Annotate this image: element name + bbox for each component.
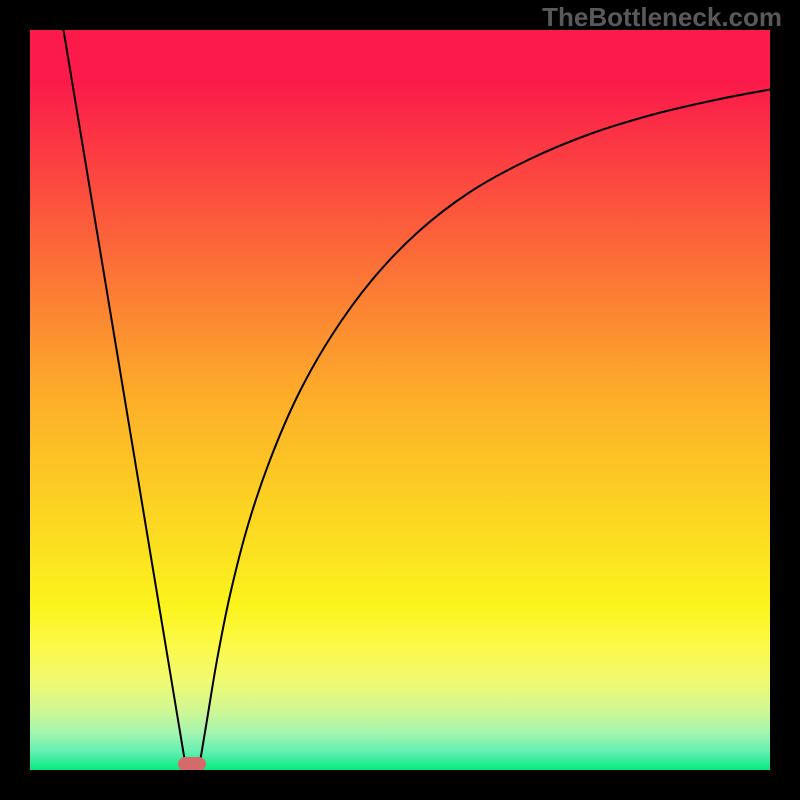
frame-border-bottom: [0, 770, 800, 800]
watermark-text: TheBottleneck.com: [542, 2, 782, 33]
bottleneck-marker: [178, 757, 206, 771]
gradient-background: [30, 30, 770, 770]
frame-border-right: [770, 0, 800, 800]
gradient-plot: [0, 0, 800, 800]
frame-border-left: [0, 0, 30, 800]
chart-stage: TheBottleneck.com: [0, 0, 800, 800]
